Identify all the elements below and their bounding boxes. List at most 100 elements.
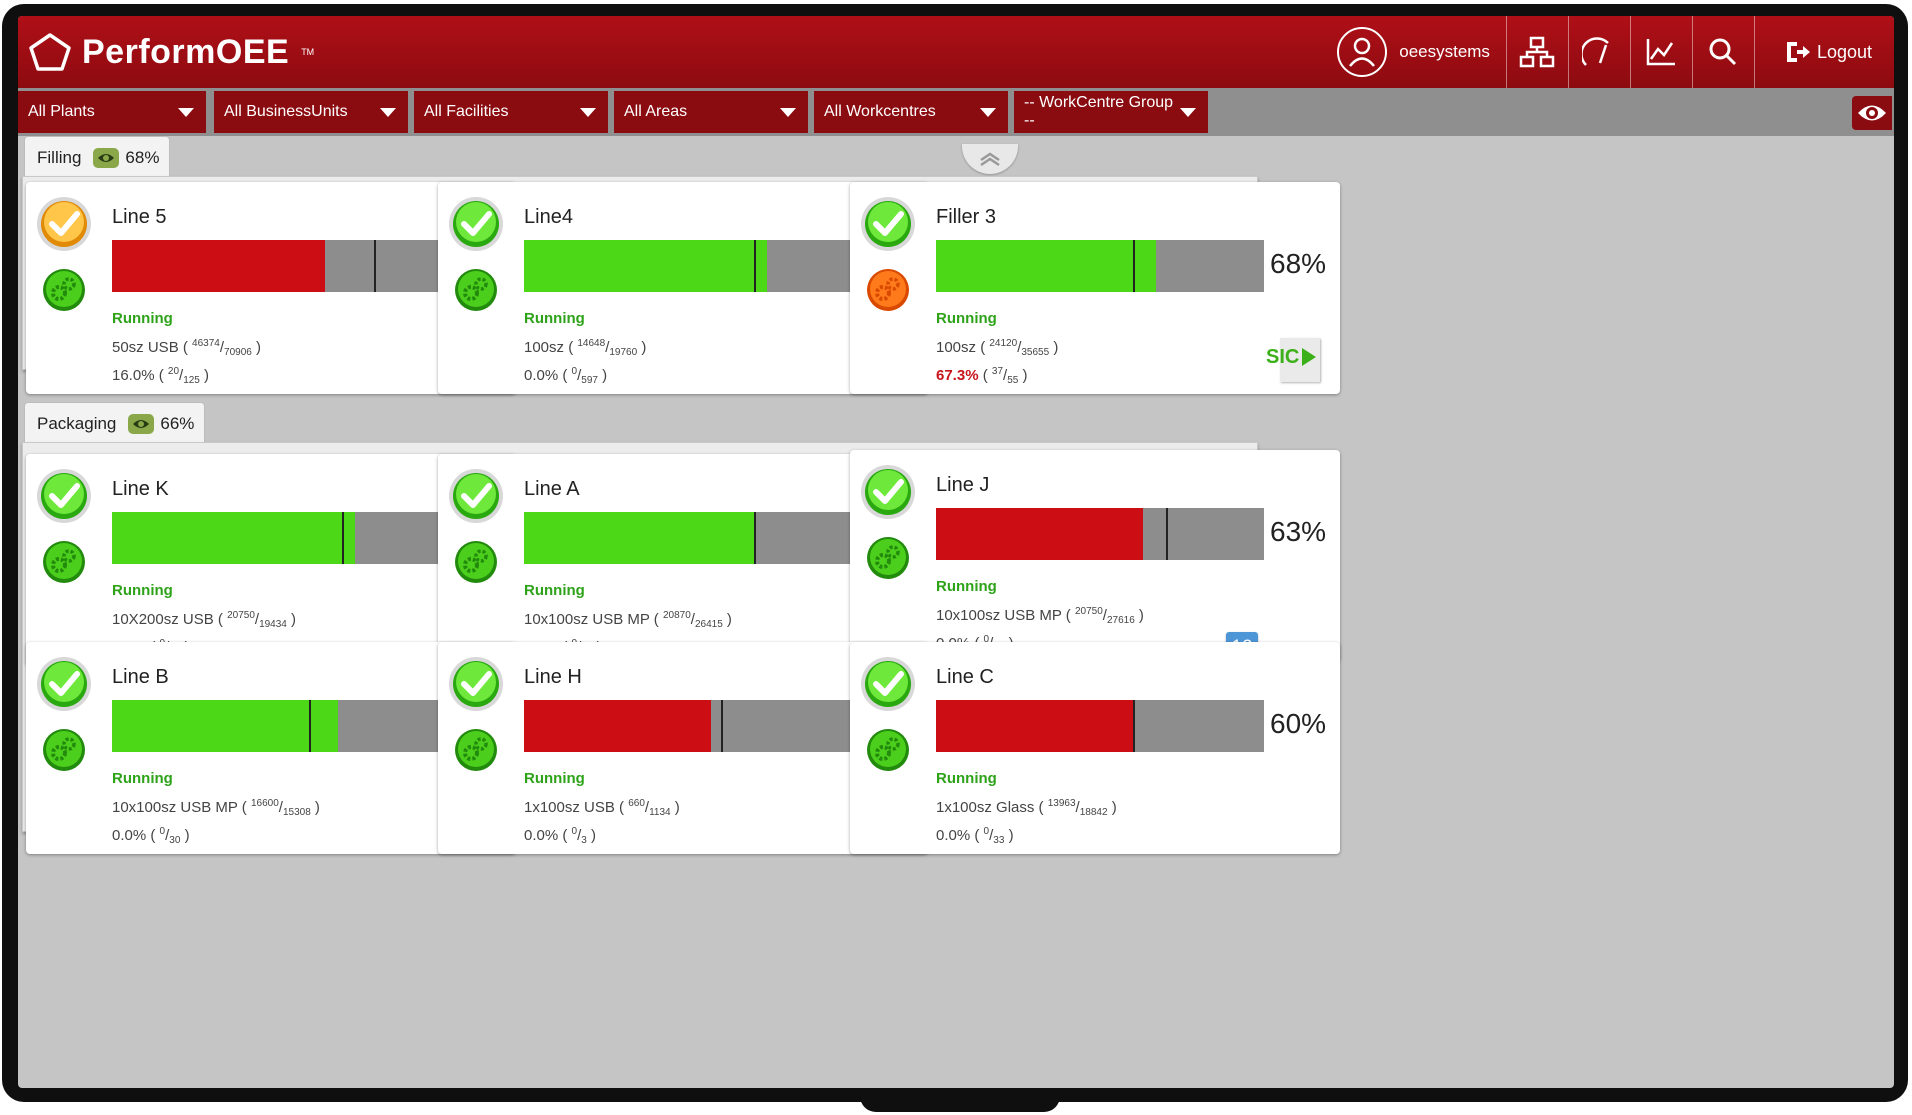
user-menu[interactable]: oeesystems xyxy=(1331,16,1506,88)
line-card[interactable]: Line A 70% Running 10x100sz USB MP ( 208… xyxy=(438,454,928,666)
group-tab-filling[interactable]: Filling 68% xyxy=(24,136,171,178)
check-icon xyxy=(36,468,92,524)
gauge-icon xyxy=(1582,37,1610,66)
count-target: 18842 xyxy=(1079,807,1108,818)
reject-rate: 0.0% ( 0/30 ) xyxy=(112,826,190,846)
oee-percent: 60% xyxy=(1270,708,1327,739)
gears-icon[interactable] xyxy=(454,268,498,312)
filter-label: All Workcentres xyxy=(824,103,936,120)
run-state: Running xyxy=(936,578,997,595)
line-name: Line J xyxy=(936,474,990,496)
line-card[interactable]: Line C 60% Running 1x100sz Glass ( 13963… xyxy=(850,642,1340,854)
gears-icon[interactable] xyxy=(42,268,86,312)
run-state: Running xyxy=(524,582,585,599)
hierarchy-button[interactable] xyxy=(1505,16,1568,88)
filter-label: All BusinessUnits xyxy=(224,103,348,120)
line-name: Line A xyxy=(524,478,580,500)
group-name: Filling xyxy=(37,147,82,167)
caret-down-icon xyxy=(580,107,596,117)
caret-down-icon xyxy=(780,107,796,117)
logo-text: PerformOEE xyxy=(82,32,290,71)
caret-down-icon xyxy=(380,107,396,117)
rate-numerator: 0 xyxy=(571,826,578,837)
rate-numerator: 37 xyxy=(991,366,1004,377)
gauge-button[interactable] xyxy=(1567,16,1630,88)
filter-areas[interactable]: All Areas xyxy=(614,91,808,133)
user-icon xyxy=(1337,27,1388,77)
group-tab-packaging[interactable]: Packaging 66% xyxy=(24,402,206,444)
line-card[interactable]: Filler 3 68% Running 100sz ( 24120/35655… xyxy=(850,182,1340,394)
target-marker xyxy=(1132,240,1135,292)
rate-value: 16.0% xyxy=(112,367,155,384)
line-name: Line K xyxy=(112,478,169,500)
logo[interactable]: PerformOEE TM xyxy=(28,24,314,80)
search-button[interactable] xyxy=(1691,16,1754,88)
rate-denominator: 33 xyxy=(993,835,1005,846)
rate-denominator: 3 xyxy=(581,835,587,846)
line-card[interactable]: Line 5 65% Running 50sz USB ( 46374/7090… xyxy=(26,182,516,394)
run-state: Running xyxy=(524,310,585,327)
reject-rate: 67.3% ( 37/55 ) xyxy=(936,366,1028,386)
logout-button[interactable]: Logout xyxy=(1753,16,1894,88)
filter-business-units[interactable]: All BusinessUnits xyxy=(214,91,408,133)
product-count: 50sz USB ( 46374/70906 ) xyxy=(112,338,262,358)
product-count: 1x100sz USB ( 660/1134 ) xyxy=(524,798,680,818)
group-oee: 66% xyxy=(160,413,195,433)
gears-icon[interactable] xyxy=(454,728,498,772)
gears-icon[interactable] xyxy=(866,268,910,312)
gears-icon[interactable] xyxy=(866,536,910,580)
line-card[interactable]: Line H 58% Running 1x100sz USB ( 660/113… xyxy=(438,642,928,854)
product-name: 1x100sz USB xyxy=(524,799,615,816)
run-state: Running xyxy=(112,310,173,327)
count-actual: 20870 xyxy=(662,610,691,621)
line-card[interactable]: Line B 70% Running 10x100sz USB MP ( 166… xyxy=(26,642,516,854)
filter-facilities[interactable]: All Facilities xyxy=(414,91,608,133)
check-icon xyxy=(36,656,92,712)
filter-workcentres[interactable]: All Workcentres xyxy=(814,91,1008,133)
note-icon xyxy=(1280,338,1320,382)
filter-label: All Facilities xyxy=(424,103,509,120)
oee-percent: 63% xyxy=(1270,516,1327,547)
count-actual: 16600 xyxy=(250,798,279,809)
gears-icon[interactable] xyxy=(866,728,910,772)
play-icon xyxy=(1302,348,1316,366)
gears-icon[interactable] xyxy=(42,728,86,772)
oee-bar-fill xyxy=(524,700,711,752)
line-card[interactable]: Line4 74% Running 100sz ( 14648/19760 ) … xyxy=(438,182,928,394)
rate-numerator: 0 xyxy=(983,826,990,837)
gears-icon[interactable] xyxy=(42,540,86,584)
rate-numerator: 0 xyxy=(159,826,166,837)
reject-rate: 16.0% ( 20/125 ) xyxy=(112,366,210,386)
line-card[interactable]: Line J 63% Running 10x100sz USB MP ( 207… xyxy=(850,450,1340,664)
rate-denominator: 125 xyxy=(183,375,200,386)
oee-bar xyxy=(936,240,1264,292)
filter-plants[interactable]: All Plants xyxy=(18,91,206,133)
target-marker xyxy=(1165,508,1168,560)
rate-denominator: 30 xyxy=(169,835,181,846)
target-marker xyxy=(753,240,756,292)
target-marker xyxy=(374,240,377,292)
check-icon xyxy=(860,464,916,520)
eye-icon xyxy=(1858,105,1886,121)
sic-button[interactable]: SIC xyxy=(1266,338,1322,382)
caret-down-icon xyxy=(178,107,194,117)
product-count: 10x100sz USB MP ( 16600/15308 ) xyxy=(112,798,320,818)
oee-bar xyxy=(524,512,852,564)
filter-workcentre-group[interactable]: -- WorkCentre Group -- xyxy=(1014,91,1208,133)
product-count: 10x100sz USB MP ( 20750/27616 ) xyxy=(936,606,1144,626)
product-count: 100sz ( 14648/19760 ) xyxy=(524,338,647,358)
oee-bar xyxy=(524,700,852,752)
filter-label: All Areas xyxy=(624,103,688,120)
count-target: 19760 xyxy=(609,347,638,358)
rate-value: 0.0% xyxy=(112,827,147,844)
reject-rate: 0.0% ( 0/3 ) xyxy=(524,826,597,846)
collapse-filters-button[interactable] xyxy=(962,144,1018,174)
product-count: 100sz ( 24120/35655 ) xyxy=(936,338,1059,358)
warning-check-icon xyxy=(36,196,92,252)
trend-button[interactable] xyxy=(1629,16,1692,88)
view-toggle-button[interactable] xyxy=(1852,96,1892,130)
check-icon xyxy=(448,196,504,252)
gears-icon[interactable] xyxy=(454,540,498,584)
product-count: 10x100sz USB MP ( 20870/26415 ) xyxy=(524,610,732,630)
caret-down-icon xyxy=(1180,107,1196,117)
